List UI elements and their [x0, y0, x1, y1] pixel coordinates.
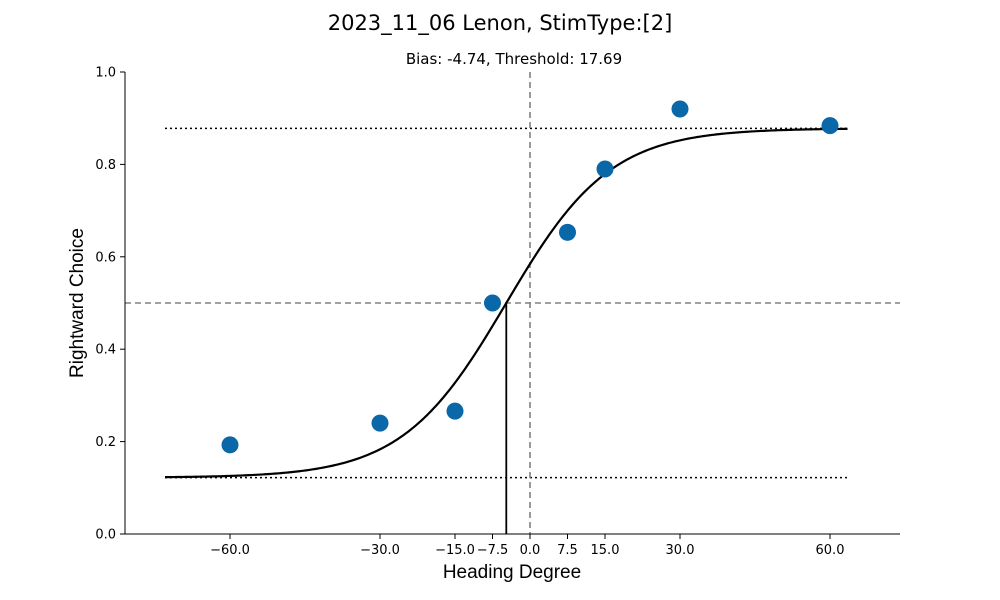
y-axis-label: Rightward Choice	[67, 228, 88, 378]
data-point-1	[371, 414, 389, 432]
x-tick-label-0: −60.0	[210, 543, 250, 558]
data-point-0	[221, 436, 239, 454]
y-tick-label-1: 0.2	[95, 435, 116, 450]
data-point-3	[484, 294, 501, 312]
x-tick-label-5: 7.5	[557, 543, 578, 558]
chart-title: 2023_11_06 Lenon, StimType:[2]	[328, 11, 673, 36]
y-tick-label-4: 0.8	[95, 158, 116, 173]
y-tick-label-0: 0.0	[95, 528, 116, 543]
data-point-2	[446, 402, 464, 420]
data-point-7	[821, 117, 839, 135]
x-tick-label-1: −30.0	[360, 543, 400, 558]
x-tick-label-7: 30.0	[666, 543, 695, 558]
x-tick-label-3: −7.5	[477, 543, 509, 558]
data-point-4	[559, 223, 576, 241]
x-tick-label-4: 0.0	[520, 543, 541, 558]
plot-area: 0.0 0.2 0.4 0.6 0.8 1.0 −60.0 −30.0 −15.0 −7.5 0.0…	[95, 66, 900, 558]
chart-subtitle: Bias: -4.74, Threshold: 17.69	[406, 50, 622, 68]
y-tick-label-5: 1.0	[95, 66, 116, 81]
x-tick-label-8: 60.0	[816, 543, 845, 558]
y-tick-label-2: 0.4	[95, 343, 116, 358]
x-tick-label-2: −15.0	[435, 543, 475, 558]
y-tick-label-3: 0.6	[95, 250, 116, 265]
data-point-5	[596, 160, 614, 178]
data-point-6	[671, 100, 689, 118]
x-tick-label-6: 15.0	[591, 543, 620, 558]
x-axis-label: Heading Degree	[443, 562, 581, 583]
